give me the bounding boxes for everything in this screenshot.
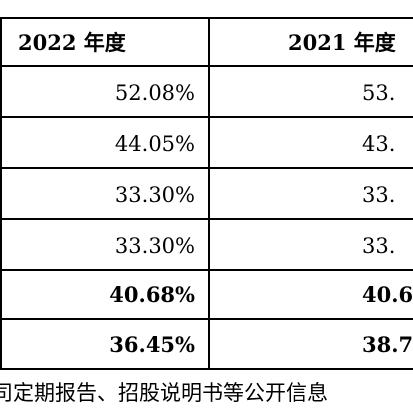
column-rule	[0, 17, 2, 370]
header-bottom-rule	[0, 65, 413, 67]
cell-2022-row-2: 44.05%	[114, 131, 195, 156]
cell-2021-row-5: 40.6	[362, 282, 413, 307]
cell-2021-row-6: 38.7	[362, 331, 413, 357]
table-top-rule	[0, 17, 413, 19]
cell-2022-row-6: 36.45%	[109, 331, 195, 357]
cell-2021-row-4: 33.	[362, 233, 396, 258]
cell-2021-row-3: 33.	[362, 182, 396, 207]
row-rule	[0, 218, 413, 220]
row-rule	[0, 116, 413, 118]
cell-2022-row-3: 33.30%	[114, 182, 195, 207]
source-note: 司定期报告、招股说明书等公开信息	[0, 381, 328, 405]
row-rule	[0, 318, 413, 320]
column-header-2021: 2021 年度	[288, 30, 396, 55]
cell-2021-row-1: 53.	[362, 80, 396, 105]
cell-2022-row-4: 33.30%	[114, 233, 195, 258]
cell-2022-row-1: 52.08%	[114, 80, 195, 105]
cell-2021-row-2: 43.	[362, 131, 396, 156]
row-rule	[0, 167, 413, 169]
column-rule	[208, 17, 210, 370]
cell-2022-row-5: 40.68%	[109, 282, 195, 307]
row-rule	[0, 269, 413, 271]
data-table: 2022 年度 2021 年度 52.08% 53. 44.05% 43. 33…	[0, 17, 413, 370]
table-bottom-rule	[0, 368, 413, 370]
column-header-2022: 2022 年度	[18, 30, 126, 55]
